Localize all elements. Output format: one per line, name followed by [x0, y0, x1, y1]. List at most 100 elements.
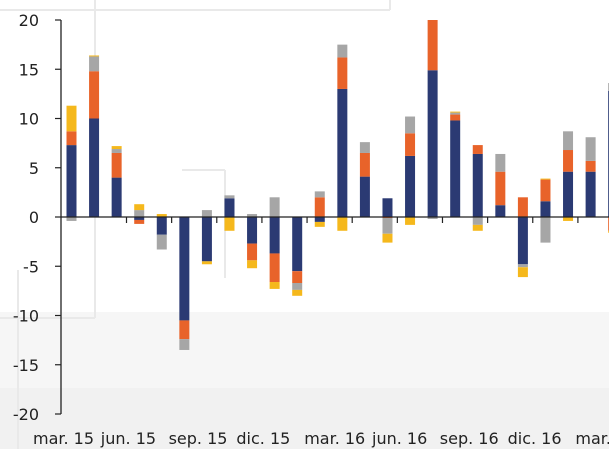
bar-segment [134, 204, 145, 211]
bar-segment [359, 152, 370, 177]
bar-segment [247, 243, 258, 261]
bar-segment [247, 217, 258, 244]
bar-segment [111, 177, 122, 217]
bar-segment [292, 217, 303, 272]
bar-segment [540, 178, 551, 180]
bar-segment [314, 221, 325, 227]
bar-segment [111, 152, 122, 178]
bar-segment [563, 171, 574, 217]
bar-segment [405, 133, 416, 156]
bar-segment [224, 195, 235, 199]
y-tick-label: -5 [23, 257, 39, 276]
bar-segment [66, 145, 77, 217]
axis-layer: 20 15 10 5 0 -5 -10 -15 -20 mar. 15 jun. 15 sep. 15… [13, 11, 609, 448]
bar-segment [450, 112, 461, 115]
bar-segment [314, 217, 325, 222]
y-tick-label: 0 [29, 208, 39, 227]
x-tick-label: dic. 16 [508, 429, 562, 448]
y-tick-label: 15 [19, 60, 39, 79]
bar-segment [563, 150, 574, 172]
bar-segment [585, 137, 596, 161]
y-tick-label: -20 [13, 405, 39, 424]
bar-segment [427, 217, 438, 219]
bar-segment [111, 149, 122, 153]
bar-segment [517, 197, 528, 217]
bar-segment [495, 153, 506, 172]
x-tick-label: jun. 15 [100, 429, 156, 448]
y-tick-label: 10 [19, 110, 39, 129]
bar-segment [472, 224, 483, 231]
bar-segment [405, 217, 416, 225]
bar-segment [247, 214, 258, 217]
y-tick-label: 5 [29, 159, 39, 178]
x-tick-label: mar. 15 [33, 429, 94, 448]
bar-segment [450, 114, 461, 121]
bar-segment [269, 253, 280, 282]
bar-segment [472, 153, 483, 217]
bar-segment [382, 233, 393, 243]
bar-segment [179, 217, 190, 321]
bar-segment [224, 198, 235, 217]
bar-segment [156, 214, 167, 217]
bar-segment [269, 197, 280, 217]
bar-segment [292, 271, 303, 283]
bar-segment [134, 219, 145, 224]
bar-segment [382, 198, 393, 217]
bar-segment [427, 20, 438, 71]
bar-segment [179, 339, 190, 350]
bar-segment [156, 234, 167, 250]
bar-segment [359, 176, 370, 217]
bar-segment [314, 197, 325, 217]
bar-segment [427, 70, 438, 218]
bar-segment [201, 210, 212, 217]
bar-segment [89, 55, 100, 57]
bar-segment [111, 146, 122, 150]
bar-segment [134, 210, 145, 217]
y-tick-label: -15 [13, 356, 39, 375]
bar-segment [89, 71, 100, 119]
bar-segment [405, 116, 416, 134]
bar-segment [292, 283, 303, 290]
bar-segment [66, 131, 77, 146]
bar-segment [224, 217, 235, 231]
bar-segment [517, 217, 528, 265]
bar-segment [337, 217, 348, 231]
bar-segment [201, 261, 212, 265]
bar-segment [66, 105, 77, 132]
x-tick-label: mar. [575, 429, 609, 448]
bar-segment [540, 179, 551, 202]
bar-segment [314, 191, 325, 198]
background-band [0, 388, 609, 449]
x-tick-label: jun. 16 [371, 429, 427, 448]
y-tick-label: 20 [19, 11, 39, 30]
bar-segment [89, 118, 100, 217]
bar-segment [517, 267, 528, 278]
x-tick-label: sep. 15 [169, 429, 228, 448]
bar-segment [66, 217, 77, 221]
bar-segment [405, 155, 416, 217]
bar-segment [247, 260, 258, 269]
bar-segment [495, 205, 506, 217]
bar-segment [472, 217, 483, 225]
bar-segment [292, 289, 303, 296]
bar-segment [540, 217, 551, 243]
bar-segment [156, 217, 167, 235]
bar-segment [382, 217, 393, 234]
bar-segment [540, 201, 551, 217]
bar-segment [450, 120, 461, 217]
bar-segment [337, 88, 348, 217]
bar-segment [359, 142, 370, 153]
bar-segment [269, 282, 280, 289]
bar-segment [585, 160, 596, 172]
bar-segment [563, 217, 574, 221]
x-tick-label: dic. 15 [236, 429, 290, 448]
x-tick-label: mar. 16 [304, 429, 365, 448]
bar-segment [495, 171, 506, 206]
bar-segment [563, 131, 574, 151]
bar-segment [472, 145, 483, 154]
y-tick-label: -10 [13, 307, 39, 326]
bar-segment [201, 217, 212, 262]
